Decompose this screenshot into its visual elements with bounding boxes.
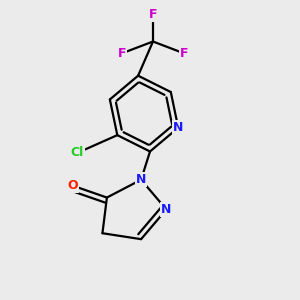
Text: F: F bbox=[149, 8, 157, 21]
Text: F: F bbox=[180, 47, 188, 60]
Text: F: F bbox=[118, 47, 126, 60]
Text: Cl: Cl bbox=[70, 146, 84, 160]
Text: O: O bbox=[68, 179, 78, 192]
Text: N: N bbox=[161, 203, 172, 216]
Text: N: N bbox=[173, 121, 183, 134]
Text: N: N bbox=[136, 173, 146, 186]
